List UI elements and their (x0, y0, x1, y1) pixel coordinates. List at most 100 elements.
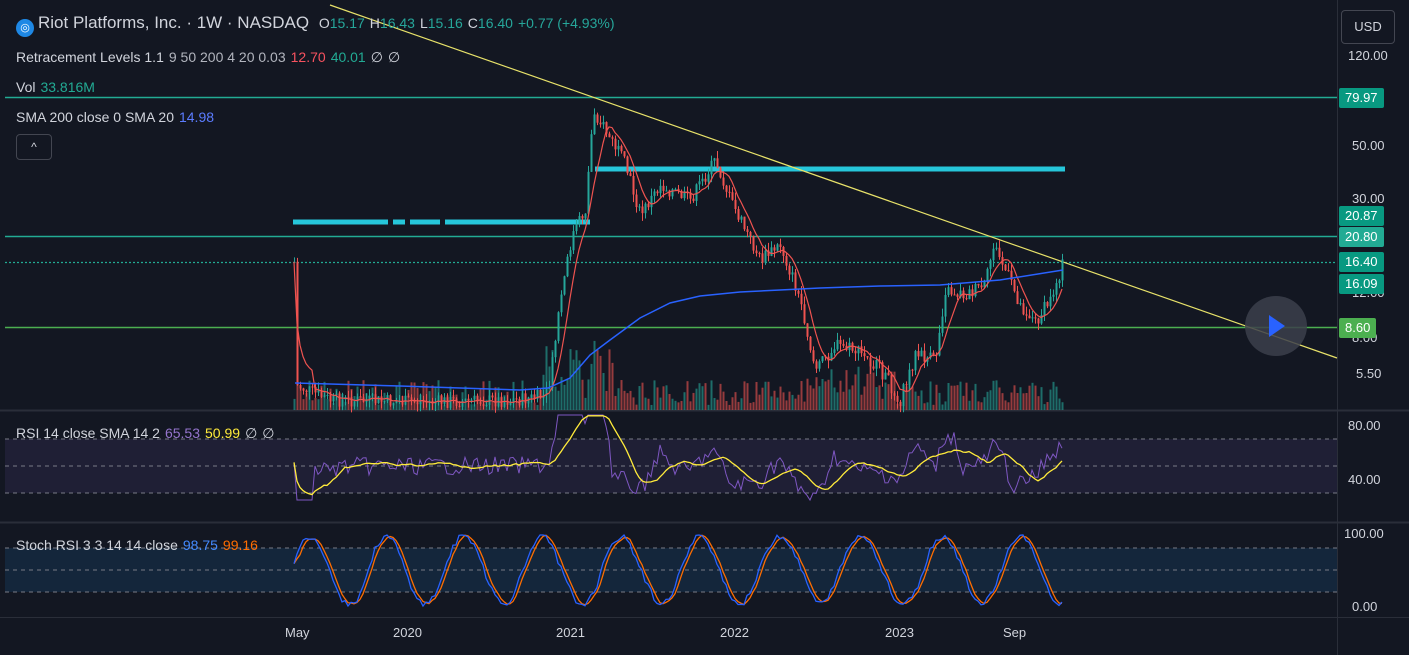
symbol-title[interactable]: Riot Platforms, Inc. · 1W · NASDAQ (38, 13, 310, 32)
volume-bar (827, 379, 830, 410)
time-axis-tick: 2023 (885, 625, 914, 640)
volume-bar (1004, 400, 1007, 410)
candle-body (554, 340, 557, 358)
rsi-ma-value: 50.99 (205, 425, 241, 441)
collapse-legend-button[interactable]: ^ (16, 134, 52, 160)
low-value: 15.16 (427, 15, 463, 31)
volume-bar (665, 385, 668, 410)
candle-body (1052, 294, 1055, 297)
volume-bar (704, 383, 707, 410)
candle-body (770, 247, 773, 256)
rsi-legend[interactable]: RSI 14 close SMA 14 2 65.53 50.99 ∅ ∅ (16, 424, 279, 442)
candle-body (980, 285, 983, 288)
volume-bar (305, 392, 308, 410)
volume-bar (776, 397, 779, 410)
volume-bar (509, 401, 512, 410)
candle-body (1025, 314, 1028, 316)
volume-bar (1001, 393, 1004, 410)
retracement-legend[interactable]: Retracement Levels 1.1 9 50 200 4 20 0.03… (16, 48, 405, 66)
candle-body (1013, 279, 1016, 292)
sma-value: 14.98 (178, 109, 215, 125)
rsi-axis-tick: 40.00 (1348, 472, 1381, 487)
volume-bar (326, 399, 329, 410)
volume-bar (383, 392, 386, 410)
candle-body (311, 386, 314, 388)
volume-bar (398, 381, 401, 410)
candle-body (788, 265, 791, 275)
rsi-empty-2: ∅ (262, 425, 275, 441)
candle-body (533, 394, 536, 399)
stoch-k-value: 98.75 (182, 537, 218, 553)
candle-body (779, 244, 782, 247)
candle-body (578, 216, 581, 224)
candle-body (710, 160, 713, 175)
candle-body (692, 198, 695, 201)
currency-selector[interactable]: USD (1341, 10, 1395, 44)
stoch-rsi-legend[interactable]: Stoch RSI 3 3 14 14 close 98.75 99.16 (16, 536, 263, 554)
volume-bar (1019, 387, 1022, 410)
price-axis-tick: 30.00 (1352, 191, 1385, 206)
candle-body (644, 203, 647, 214)
volume-bar (425, 384, 428, 410)
candle-body (326, 395, 329, 397)
candle-body (662, 185, 665, 191)
replay-button[interactable] (1245, 296, 1307, 356)
volume-bar (1022, 393, 1025, 410)
volume-bar (482, 381, 485, 410)
sma200-line (294, 269, 1064, 391)
symbol-legend[interactable]: ◎ Riot Platforms, Inc. · 1W · NASDAQ O15.… (16, 14, 624, 37)
volume-bar (947, 382, 950, 410)
candle-body (794, 272, 797, 291)
volume-bar (803, 401, 806, 410)
volume-bar (332, 402, 335, 410)
candle-body (995, 247, 998, 249)
volume-bar (719, 383, 722, 410)
candle-body (884, 372, 887, 380)
candle-body (818, 361, 821, 369)
volume-legend[interactable]: Vol 33.816M (16, 78, 100, 96)
candle-body (596, 114, 599, 123)
volume-bar (881, 398, 884, 410)
volume-bar (809, 385, 812, 410)
candle-body (992, 248, 995, 261)
candle-body (623, 151, 626, 157)
volume-bar (476, 399, 479, 410)
volume-bar (920, 390, 923, 410)
candle-body (1055, 283, 1058, 295)
volume-bar (824, 381, 827, 410)
candle-body (1022, 303, 1025, 315)
candle-body (1058, 280, 1061, 284)
sma-legend[interactable]: SMA 200 close 0 SMA 20 14.98 (16, 108, 219, 126)
volume-bar (1040, 387, 1043, 410)
volume-bar (377, 404, 380, 410)
volume-bar (356, 386, 359, 410)
volume-bar (521, 380, 524, 410)
volume-bar (800, 381, 803, 410)
candle-body (983, 280, 986, 288)
volume-bar (446, 395, 449, 410)
retracement-value-1: 12.70 (290, 49, 326, 65)
volume-bar (752, 402, 755, 410)
candle-body (647, 203, 650, 208)
candle-body (833, 349, 836, 353)
volume-bar (524, 403, 527, 410)
candle-body (1037, 318, 1040, 324)
volume-bar (443, 404, 446, 410)
price-axis-tick: 5.50 (1356, 366, 1382, 381)
volume-bar (674, 400, 677, 410)
stoch-axis-tick: 0.00 (1352, 599, 1378, 614)
volume-bar (764, 381, 767, 410)
volume-bar (455, 394, 458, 410)
candle-body (491, 395, 494, 398)
chevron-up-icon: ^ (31, 140, 37, 154)
volume-bar (1061, 402, 1064, 410)
candle-body (869, 357, 872, 367)
candle-body (560, 294, 563, 313)
retracement-value-2: 40.01 (330, 49, 366, 65)
rsi-name: RSI 14 close SMA 14 2 (16, 425, 160, 441)
candle-body (674, 188, 677, 190)
volume-bar (782, 392, 785, 410)
stoch-k-line (293, 533, 1063, 608)
